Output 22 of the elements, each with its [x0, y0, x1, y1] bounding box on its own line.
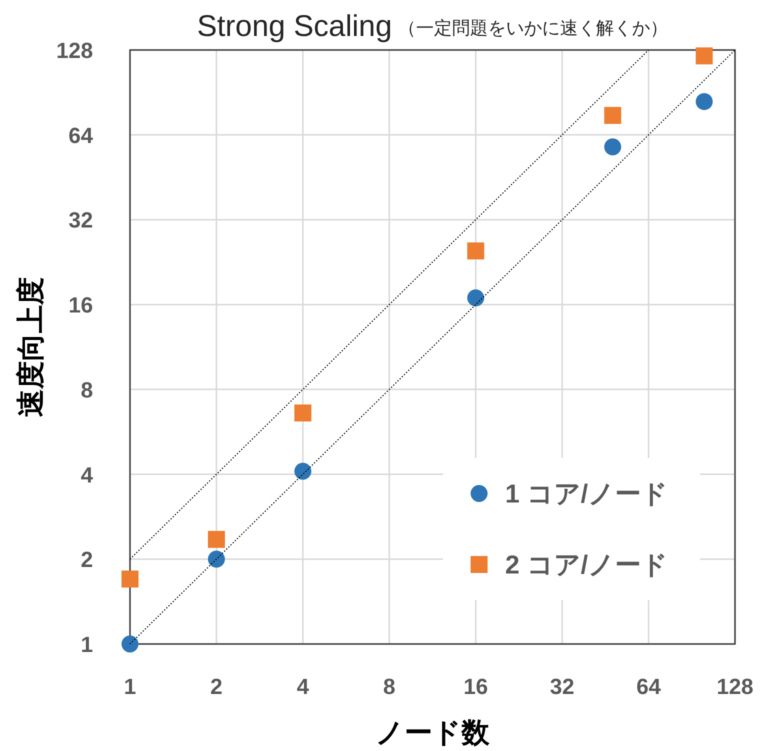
- y-tick-label: 4: [80, 462, 94, 488]
- chart-title: Strong Scaling: [196, 10, 392, 43]
- y-tick-label: 16: [68, 292, 93, 318]
- x-tick-label: 16: [463, 674, 488, 699]
- y-tick-label: 64: [68, 122, 94, 148]
- y-tick-label: 2: [80, 547, 93, 572]
- y-tick-label: 1: [80, 632, 93, 657]
- x-tick-label: 2: [210, 674, 223, 699]
- y-axis-title: 速度向上度: [15, 277, 46, 417]
- chart-subtitle: （一定問題をいかに速く解くか）: [398, 18, 668, 38]
- x-tick-label: 8: [383, 674, 396, 699]
- y-tick-label: 32: [68, 208, 93, 233]
- x-tick-label: 64: [636, 674, 662, 699]
- x-tick-label: 1: [124, 674, 136, 699]
- legend-label: 2 コア/ノード: [505, 550, 668, 580]
- x-tick-label: 4: [296, 674, 310, 699]
- y-tick-label: 8: [80, 377, 93, 402]
- x-tick-label: 128: [716, 674, 754, 699]
- legend-label: 1 コア/ノード: [505, 478, 668, 508]
- y-tick-label: 128: [56, 38, 93, 63]
- x-tick-label: 32: [550, 674, 574, 699]
- x-axis-title: ノード数: [376, 717, 490, 748]
